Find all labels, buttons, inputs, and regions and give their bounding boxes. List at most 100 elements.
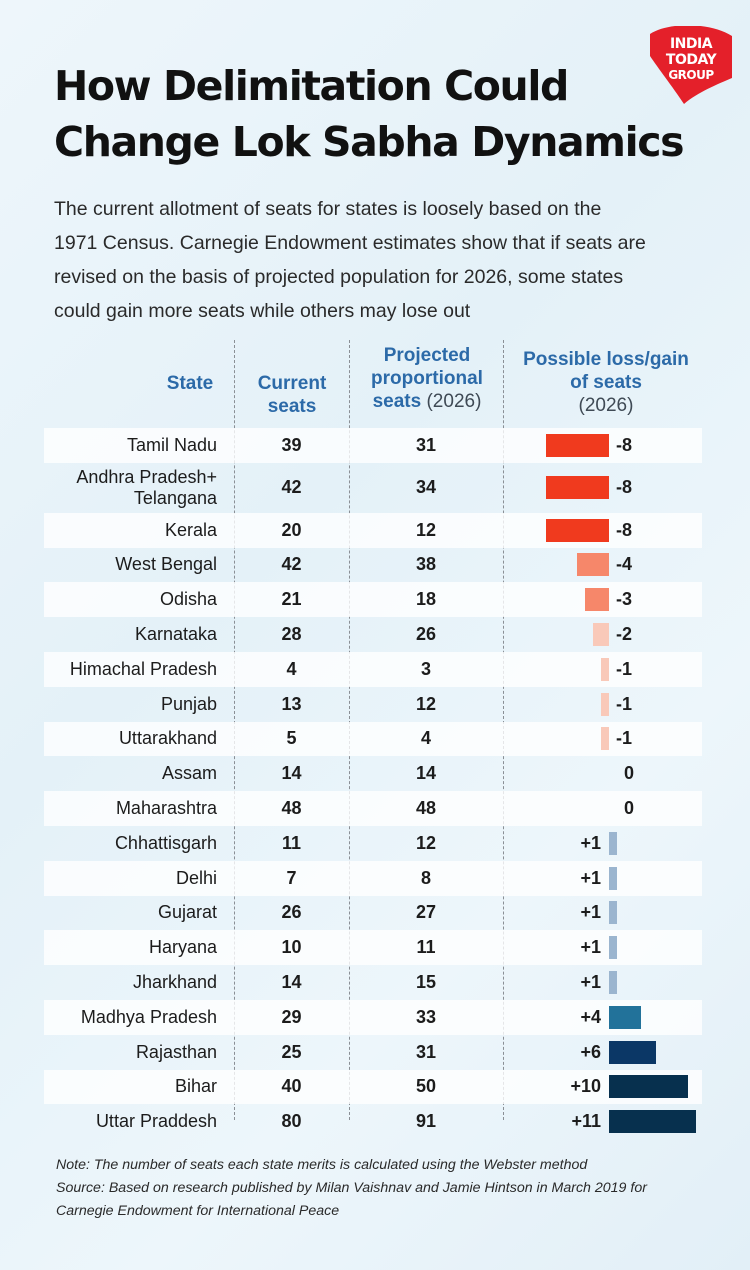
title-line-2: Change Lok Sabha Dynamics — [54, 118, 685, 166]
loss-bar — [601, 657, 609, 681]
table-row: Maharashtra 48 48 0 — [44, 791, 702, 826]
header-change: Possible loss/gain of seats (2026) — [505, 348, 707, 417]
table-row: Rajasthan 25 31 +6 — [44, 1035, 702, 1070]
intro-line-3: revised on the basis of projected popula… — [54, 266, 624, 288]
current-seats: 39 — [281, 434, 302, 455]
table-row: Madhya Pradesh 29 33 +4 — [44, 999, 702, 1035]
current-seats: 28 — [281, 624, 302, 645]
header-projected-line1: Projected — [383, 345, 471, 366]
header-current-line2: seats — [267, 396, 317, 417]
projected-seats: 8 — [420, 867, 431, 888]
state-name: Chhattisgarh — [114, 832, 217, 853]
table-row: Haryana 10 11 +1 — [44, 930, 702, 966]
current-seats: 7 — [286, 867, 297, 888]
current-seats: 5 — [286, 728, 297, 749]
current-seats: 48 — [281, 798, 302, 819]
change-value: -8 — [616, 434, 633, 455]
header-state: State — [150, 372, 230, 395]
state-name: Uttar Praddesh — [95, 1111, 217, 1132]
loss-bar — [577, 553, 609, 577]
current-seats: 29 — [281, 1006, 302, 1027]
header-change-line2: of seats — [570, 372, 642, 393]
current-seats: 26 — [281, 902, 302, 923]
state-name: Assam — [161, 763, 217, 784]
change-value: -8 — [616, 477, 633, 498]
loss-bar — [601, 727, 609, 751]
current-seats: 13 — [281, 693, 302, 714]
table-row: Chhattisgarh 11 12 +1 — [44, 826, 702, 861]
projected-seats: 18 — [415, 589, 437, 610]
state-name: Maharashtra — [115, 798, 217, 819]
table-row: Jharkhand 14 15 +1 — [44, 965, 702, 1000]
current-seats: 40 — [281, 1076, 302, 1097]
change-value: -1 — [616, 658, 633, 679]
projected-seats: 31 — [415, 1041, 437, 1062]
gain-bar — [609, 971, 617, 995]
current-seats: 14 — [281, 972, 302, 993]
change-value: +1 — [580, 867, 601, 888]
gain-bar — [609, 1075, 688, 1099]
change-value: -1 — [616, 693, 633, 714]
projected-seats: 12 — [415, 832, 437, 853]
change-value: +1 — [580, 937, 601, 958]
loss-bar — [545, 518, 609, 542]
projected-seats: 31 — [415, 434, 437, 455]
table-row: Uttar Praddesh 80 91 +11 — [44, 1104, 702, 1139]
india-today-group-logo: INDIA TODAY GROUP — [650, 26, 732, 104]
header-state-text: State — [166, 373, 214, 394]
state-name: Odisha — [159, 589, 217, 610]
intro-line-2: 1971 Census. Carnegie Endowment estimate… — [54, 232, 646, 254]
current-seats: 10 — [281, 937, 302, 958]
state-name: Madhya Pradesh — [80, 1006, 217, 1027]
header-projected: Projected proportional seats (2026) — [351, 344, 503, 413]
current-seats: 14 — [281, 763, 302, 784]
header-change-year: (2026) — [578, 395, 634, 416]
change-value: +1 — [580, 972, 601, 993]
projected-seats: 26 — [415, 624, 437, 645]
state-name: West Bengal — [115, 554, 217, 575]
state-name: Karnataka — [134, 624, 217, 645]
state-name: Bihar — [174, 1076, 217, 1097]
state-name: Haryana — [148, 937, 217, 958]
current-seats: 20 — [281, 519, 302, 540]
change-value: 0 — [623, 763, 634, 784]
header-projected-line2: proportional — [371, 368, 483, 389]
table-row: Himachal Pradesh 4 3 -1 — [44, 651, 702, 687]
table-row: Gujarat 26 27 +1 — [44, 896, 702, 931]
state-name: Gujarat — [157, 902, 217, 923]
current-seats: 21 — [281, 589, 302, 610]
state-name: Uttarakhand — [118, 728, 217, 749]
state-name: Himachal Pradesh — [69, 658, 217, 679]
gain-bar — [609, 831, 617, 855]
table-row: Tamil Nadu 39 31 -8 — [44, 428, 702, 463]
projected-seats: 38 — [415, 554, 437, 575]
change-value: -8 — [616, 519, 633, 540]
projected-seats: 91 — [415, 1111, 437, 1132]
projected-seats: 15 — [415, 972, 437, 993]
header-current: Current seats — [236, 372, 348, 418]
state-name: Delhi — [175, 867, 217, 888]
table-row: Assam 14 14 0 — [44, 756, 702, 791]
projected-seats: 12 — [415, 519, 437, 540]
change-value: -3 — [616, 589, 633, 610]
logo-line1: INDIA — [670, 36, 713, 52]
logo-line2: TODAY — [666, 52, 718, 68]
change-value: +6 — [580, 1041, 601, 1062]
state-name: Kerala — [164, 519, 217, 540]
intro-line-4: could gain more seats while others may l… — [54, 300, 471, 322]
gain-bar — [609, 1040, 657, 1064]
title-line-1: How Delimitation Could — [54, 62, 569, 110]
source-line-2: Carnegie Endowment for International Pea… — [56, 1203, 340, 1219]
change-value: +10 — [570, 1076, 601, 1097]
projected-seats: 50 — [415, 1076, 437, 1097]
projected-seats: 27 — [415, 902, 437, 923]
gain-bar — [609, 1005, 641, 1029]
current-seats: 4 — [286, 658, 297, 679]
projected-seats: 33 — [415, 1006, 437, 1027]
gain-bar — [609, 901, 617, 925]
note-line-1: Note: The number of seats each state mer… — [56, 1157, 588, 1173]
header-projected-line3: seats — [372, 391, 422, 412]
table-row: Karnataka 28 26 -2 — [44, 617, 702, 652]
current-seats: 42 — [281, 477, 302, 498]
projected-seats: 4 — [420, 728, 431, 749]
